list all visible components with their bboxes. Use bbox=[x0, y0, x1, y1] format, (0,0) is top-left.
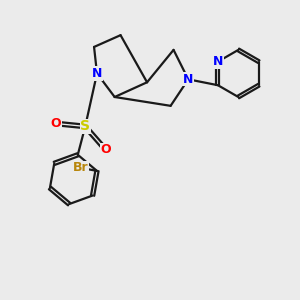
Text: N: N bbox=[183, 73, 194, 86]
Text: O: O bbox=[100, 143, 111, 157]
Text: O: O bbox=[50, 117, 61, 130]
Text: S: S bbox=[80, 119, 90, 134]
Text: Br: Br bbox=[73, 161, 88, 174]
Text: N: N bbox=[213, 55, 223, 68]
Text: N: N bbox=[92, 67, 102, 80]
